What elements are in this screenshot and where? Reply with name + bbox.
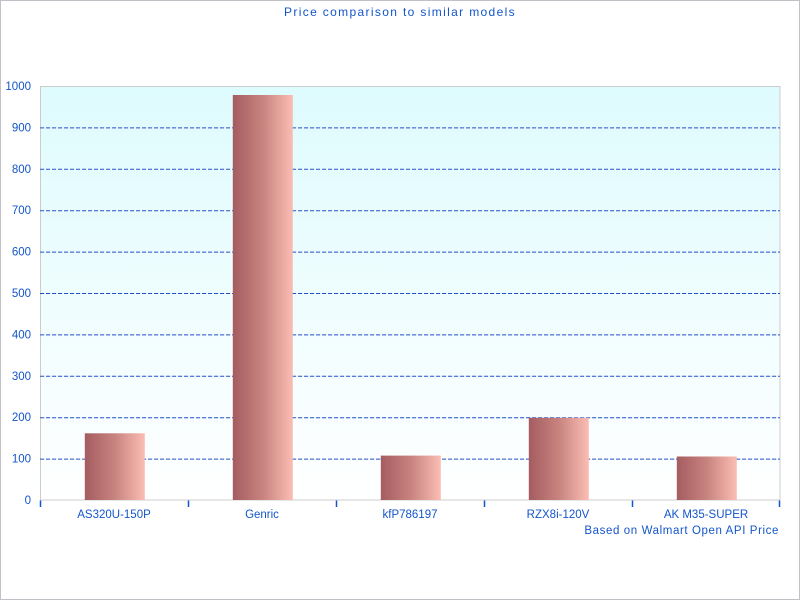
svg-text:300: 300 [12, 371, 31, 383]
svg-text:AS320U-150P: AS320U-150P [77, 509, 151, 521]
svg-text:Genric: Genric [245, 509, 279, 521]
svg-text:500: 500 [12, 288, 31, 300]
svg-text:900: 900 [12, 122, 31, 134]
svg-text:Based on Walmart Open API Pric: Based on Walmart Open API Price [584, 525, 779, 537]
svg-text:700: 700 [12, 205, 31, 217]
svg-text:kfP786197: kfP786197 [383, 509, 438, 521]
svg-text:AK M35-SUPER: AK M35-SUPER [664, 509, 748, 521]
svg-text:600: 600 [12, 247, 31, 259]
svg-text:800: 800 [12, 164, 31, 176]
svg-text:400: 400 [12, 329, 31, 341]
svg-text:RZX8i-120V: RZX8i-120V [527, 509, 590, 521]
svg-text:0: 0 [25, 495, 31, 507]
svg-text:Price comparison to similar mo: Price comparison to similar models [284, 5, 516, 19]
svg-text:1000: 1000 [5, 81, 31, 93]
svg-text:100: 100 [12, 454, 31, 466]
svg-text:200: 200 [12, 412, 31, 424]
